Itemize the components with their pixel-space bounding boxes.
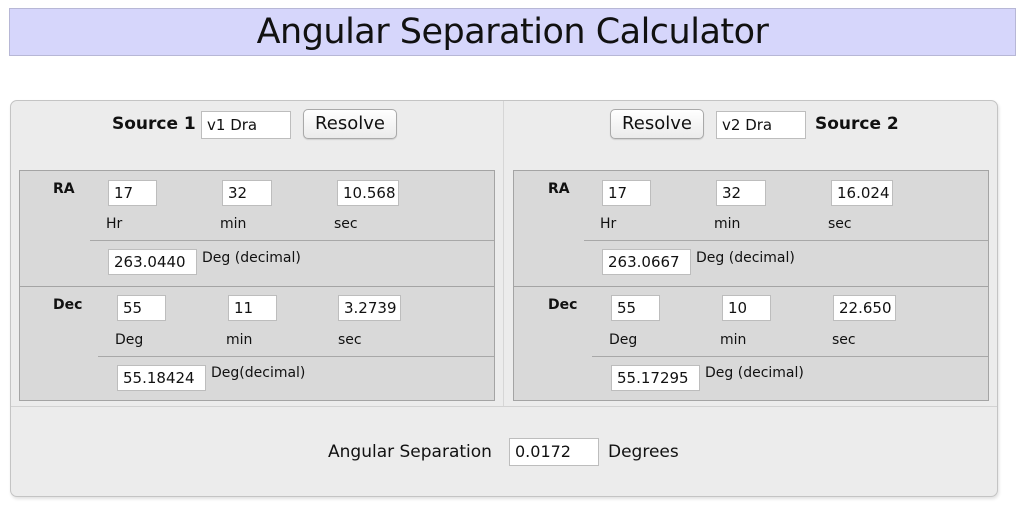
source1-dec-min-label: min <box>226 332 253 348</box>
vertical-divider <box>503 101 504 406</box>
angular-separation-output[interactable]: 0.0172 <box>509 438 599 466</box>
degrees-unit-label: Degrees <box>608 442 679 462</box>
source2-dec-box: Dec 55 10 22.650 Deg min sec 55.17295 De… <box>513 286 989 401</box>
source2-name-input[interactable]: v2 Dra <box>716 111 806 139</box>
source1-ra-inner-divider <box>90 240 494 241</box>
source1-dec-deg-input[interactable]: 55 <box>117 295 166 321</box>
source2-dec-sec-label: sec <box>832 332 856 348</box>
source1-ra-box: RA 17 32 10.568 Hr min sec 263.0440 Deg … <box>19 170 495 287</box>
source1-dec-inner-divider <box>98 356 494 357</box>
source1-dec-sec-label: sec <box>338 332 362 348</box>
horizontal-divider <box>11 406 997 407</box>
source1-dec-sec-input[interactable]: 3.2739 <box>338 295 401 321</box>
calculator-panel: Source 1 v1 Dra Resolve RA 17 32 10.568 … <box>10 100 998 497</box>
source1-label: Source 1 <box>112 114 196 134</box>
page-title: Angular Separation Calculator <box>9 8 1016 56</box>
source2-ra-inner-divider <box>584 240 988 241</box>
source2-label: Source 2 <box>815 114 899 134</box>
source1-resolve-button[interactable]: Resolve <box>303 109 397 139</box>
source2-dec-inner-divider <box>592 356 988 357</box>
source2-dec-deg-label: Deg <box>609 332 638 348</box>
source2-resolve-button[interactable]: Resolve <box>610 109 704 139</box>
source1-dec-box: Dec 55 11 3.2739 Deg min sec 55.18424 De… <box>19 286 495 401</box>
source2-ra-sec-input[interactable]: 16.024 <box>831 180 893 206</box>
source2-dec-label: Dec <box>548 297 578 313</box>
source1-dec-min-input[interactable]: 11 <box>228 295 277 321</box>
source1-ra-hr-label: Hr <box>106 216 123 232</box>
source1-name-input[interactable]: v1 Dra <box>201 111 291 139</box>
source1-ra-min-input[interactable]: 32 <box>222 180 272 206</box>
source1-ra-label: RA <box>53 181 75 197</box>
source2-dec-min-input[interactable]: 10 <box>722 295 771 321</box>
source1-dec-label: Dec <box>53 297 83 313</box>
source2-ra-decimal-input[interactable]: 263.0667 <box>602 249 691 275</box>
source2-ra-min-label: min <box>714 216 741 232</box>
source2-dec-sec-input[interactable]: 22.650 <box>833 295 896 321</box>
source2-dec-decimal-input[interactable]: 55.17295 <box>611 365 700 391</box>
source1-ra-min-label: min <box>220 216 247 232</box>
source2-dec-decimal-label: Deg (decimal) <box>705 365 804 381</box>
source2-ra-box: RA 17 32 16.024 Hr min sec 263.0667 Deg … <box>513 170 989 287</box>
source1-dec-deg-label: Deg <box>115 332 144 348</box>
source1-ra-decimal-input[interactable]: 263.0440 <box>108 249 197 275</box>
source1-dec-decimal-label: Deg(decimal) <box>211 365 306 381</box>
source2-ra-sec-label: sec <box>828 216 852 232</box>
source1-ra-sec-label: sec <box>334 216 358 232</box>
source2-ra-decimal-label: Deg (decimal) <box>696 250 795 266</box>
source2-dec-min-label: min <box>720 332 747 348</box>
source2-dec-deg-input[interactable]: 55 <box>611 295 660 321</box>
source1-ra-decimal-label: Deg (decimal) <box>202 250 301 266</box>
source1-ra-sec-input[interactable]: 10.568 <box>337 180 399 206</box>
source2-ra-hr-label: Hr <box>600 216 617 232</box>
source1-dec-decimal-input[interactable]: 55.18424 <box>117 365 206 391</box>
source2-ra-min-input[interactable]: 32 <box>716 180 766 206</box>
angular-separation-label: Angular Separation <box>328 442 492 462</box>
source1-ra-hr-input[interactable]: 17 <box>108 180 157 206</box>
source2-ra-label: RA <box>548 181 570 197</box>
source2-ra-hr-input[interactable]: 17 <box>602 180 651 206</box>
